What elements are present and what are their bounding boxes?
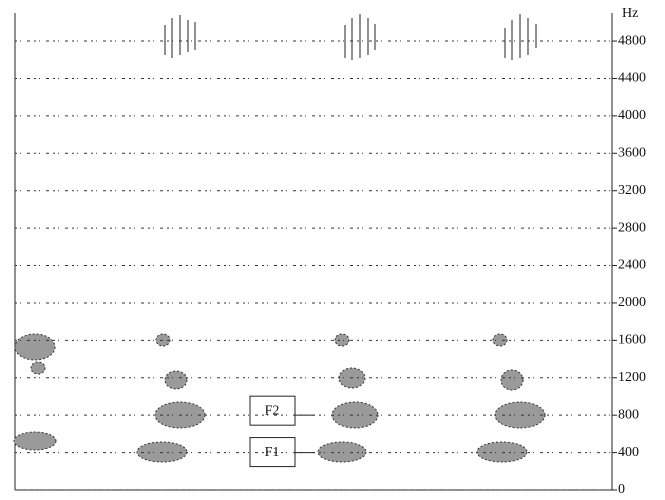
page: {"chart_data": {"type": "spectrogram", "…: [0, 0, 665, 500]
y-tick-label: 4800: [618, 33, 646, 48]
y-tick-label: 1200: [618, 370, 646, 385]
burst: [165, 14, 536, 60]
formant-blob: [477, 442, 527, 462]
y-tick-label: 3200: [618, 183, 646, 198]
y-tick-label: 4400: [618, 71, 646, 86]
y-tick-label: 1600: [618, 333, 646, 348]
y-tick-label: 2400: [618, 258, 646, 273]
y-tick-label: 4000: [618, 108, 646, 123]
annotation-label: F2: [265, 403, 280, 418]
y-tick-label: 2800: [618, 220, 646, 235]
y-tick-label: 2000: [618, 295, 646, 310]
y-tick-label: 0: [618, 482, 625, 497]
formant-blob: [14, 432, 56, 450]
formant-blob: [318, 442, 366, 462]
y-tick-label: 3600: [618, 146, 646, 161]
y-axis-label: Hz: [622, 6, 638, 21]
spectral-energy: [14, 14, 545, 462]
formant-blob: [501, 370, 523, 390]
y-tick-label: 800: [618, 407, 639, 422]
formant-blob: [165, 371, 187, 389]
y-tick-label: 400: [618, 445, 639, 460]
annotation-label: F1: [265, 445, 280, 460]
formant-blob: [15, 334, 55, 360]
annotations: F2 F1: [250, 396, 315, 466]
formant-blob: [31, 362, 45, 374]
formant-blob: [137, 442, 187, 462]
formant-blob: [335, 334, 349, 346]
spectrogram-chart: Hz F2F1 04008001200160020002400280: [0, 0, 665, 500]
